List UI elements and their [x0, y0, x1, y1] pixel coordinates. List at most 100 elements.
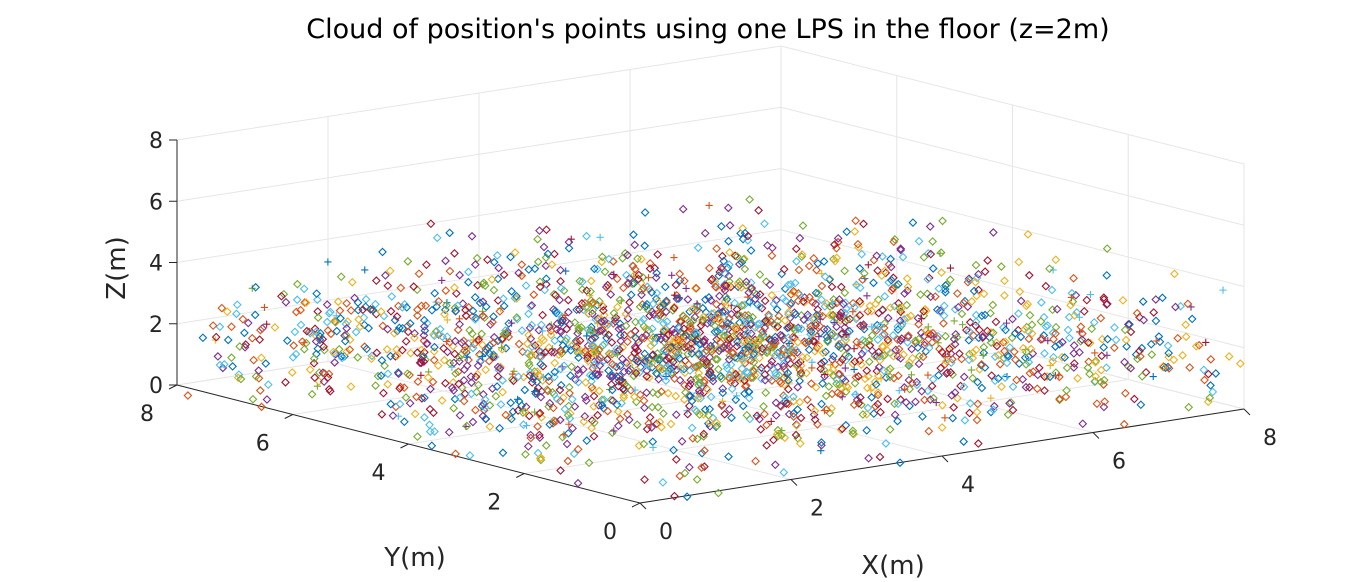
diamond-point — [798, 221, 808, 231]
diamond-point — [313, 313, 323, 322]
diamond-point — [359, 313, 369, 323]
diamond-point — [730, 251, 740, 261]
diamond-point — [692, 306, 702, 316]
diamond-point — [889, 351, 898, 361]
diamond-point — [496, 362, 505, 372]
diamond-point — [745, 195, 755, 204]
diamond-point — [871, 299, 881, 309]
diamond-point — [899, 350, 908, 360]
diamond-point — [918, 352, 928, 362]
diamond-point — [697, 463, 707, 472]
diamond-point — [512, 313, 522, 322]
diamond-point — [783, 323, 792, 333]
diamond-point — [371, 299, 380, 309]
diamond-point — [1164, 352, 1174, 362]
diamond-point — [783, 384, 793, 394]
diamond-point — [784, 399, 793, 409]
diamond-point — [463, 277, 473, 287]
diamond-point — [1102, 244, 1112, 253]
diamond-point — [1205, 393, 1215, 403]
diamond-point — [657, 387, 666, 397]
diamond-point — [957, 309, 967, 319]
diamond-point — [392, 345, 402, 354]
diamond-point — [678, 204, 688, 214]
diamond-point — [621, 321, 631, 331]
diamond-point — [432, 302, 442, 312]
diamond-point — [723, 203, 733, 213]
diamond-point — [1045, 372, 1055, 382]
diamond-point — [507, 286, 517, 296]
diamond-point — [647, 402, 657, 412]
diamond-point — [333, 297, 343, 307]
plus-point — [863, 292, 871, 300]
diamond-point — [667, 354, 677, 364]
diamond-point — [518, 408, 528, 417]
diamond-point — [599, 404, 609, 413]
diamond-point — [536, 392, 546, 402]
diamond-point — [587, 423, 596, 433]
diamond-point — [378, 321, 388, 331]
grid-line — [176, 106, 782, 202]
diamond-point — [947, 391, 957, 400]
diamond-point — [554, 309, 564, 319]
diamond-point — [440, 305, 450, 315]
diamond-point — [639, 333, 649, 343]
diamond-point — [1021, 382, 1031, 392]
diamond-point — [1169, 355, 1179, 365]
diamond-point — [403, 327, 413, 337]
diamond-point — [806, 322, 816, 331]
diamond-point — [838, 354, 847, 364]
plus-point — [979, 351, 987, 360]
diamond-point — [589, 402, 599, 411]
diamond-point — [346, 382, 356, 392]
diamond-point — [842, 343, 852, 353]
diamond-point — [1224, 352, 1234, 361]
plus-point — [479, 352, 487, 361]
diamond-point — [616, 375, 626, 385]
diamond-point — [610, 317, 620, 326]
diamond-point — [453, 325, 463, 335]
diamond-point — [647, 288, 657, 297]
diamond-point — [1012, 375, 1021, 385]
diamond-point — [324, 369, 334, 379]
diamond-point — [521, 281, 531, 291]
diamond-point — [791, 244, 801, 254]
diamond-point — [1040, 348, 1049, 358]
diamond-point — [1000, 346, 1009, 356]
diamond-point — [750, 341, 760, 351]
diamond-point — [880, 329, 889, 339]
diamond-point — [767, 376, 777, 385]
diamond-point — [498, 448, 508, 458]
diamond-point — [887, 286, 897, 295]
diamond-point — [680, 468, 690, 478]
diamond-point — [437, 396, 447, 405]
diamond-point — [309, 358, 319, 368]
diamond-point — [567, 394, 577, 404]
diamond-point — [452, 289, 461, 298]
diamond-point — [622, 381, 632, 391]
diamond-point — [630, 392, 639, 402]
diamond-point — [598, 306, 608, 315]
diamond-point — [600, 339, 609, 349]
diamond-point — [855, 356, 865, 365]
diamond-point — [755, 319, 764, 329]
diamond-point — [836, 282, 846, 292]
z-tick-label: 8 — [149, 129, 163, 154]
diamond-point — [683, 349, 693, 359]
diamond-point — [828, 300, 837, 310]
diamond-point — [635, 390, 645, 400]
diamond-point — [606, 395, 616, 405]
diamond-point — [495, 307, 505, 316]
diamond-point — [870, 377, 880, 387]
diamond-point — [720, 286, 730, 295]
diamond-point — [892, 281, 901, 290]
diamond-point — [468, 417, 478, 427]
diamond-point — [472, 387, 481, 397]
diamond-point — [728, 348, 738, 358]
diamond-point — [213, 352, 223, 361]
diamond-point — [801, 338, 811, 348]
diamond-point — [696, 321, 706, 330]
diamond-point — [798, 352, 807, 362]
diamond-point — [710, 282, 720, 292]
diamond-point — [735, 259, 744, 269]
